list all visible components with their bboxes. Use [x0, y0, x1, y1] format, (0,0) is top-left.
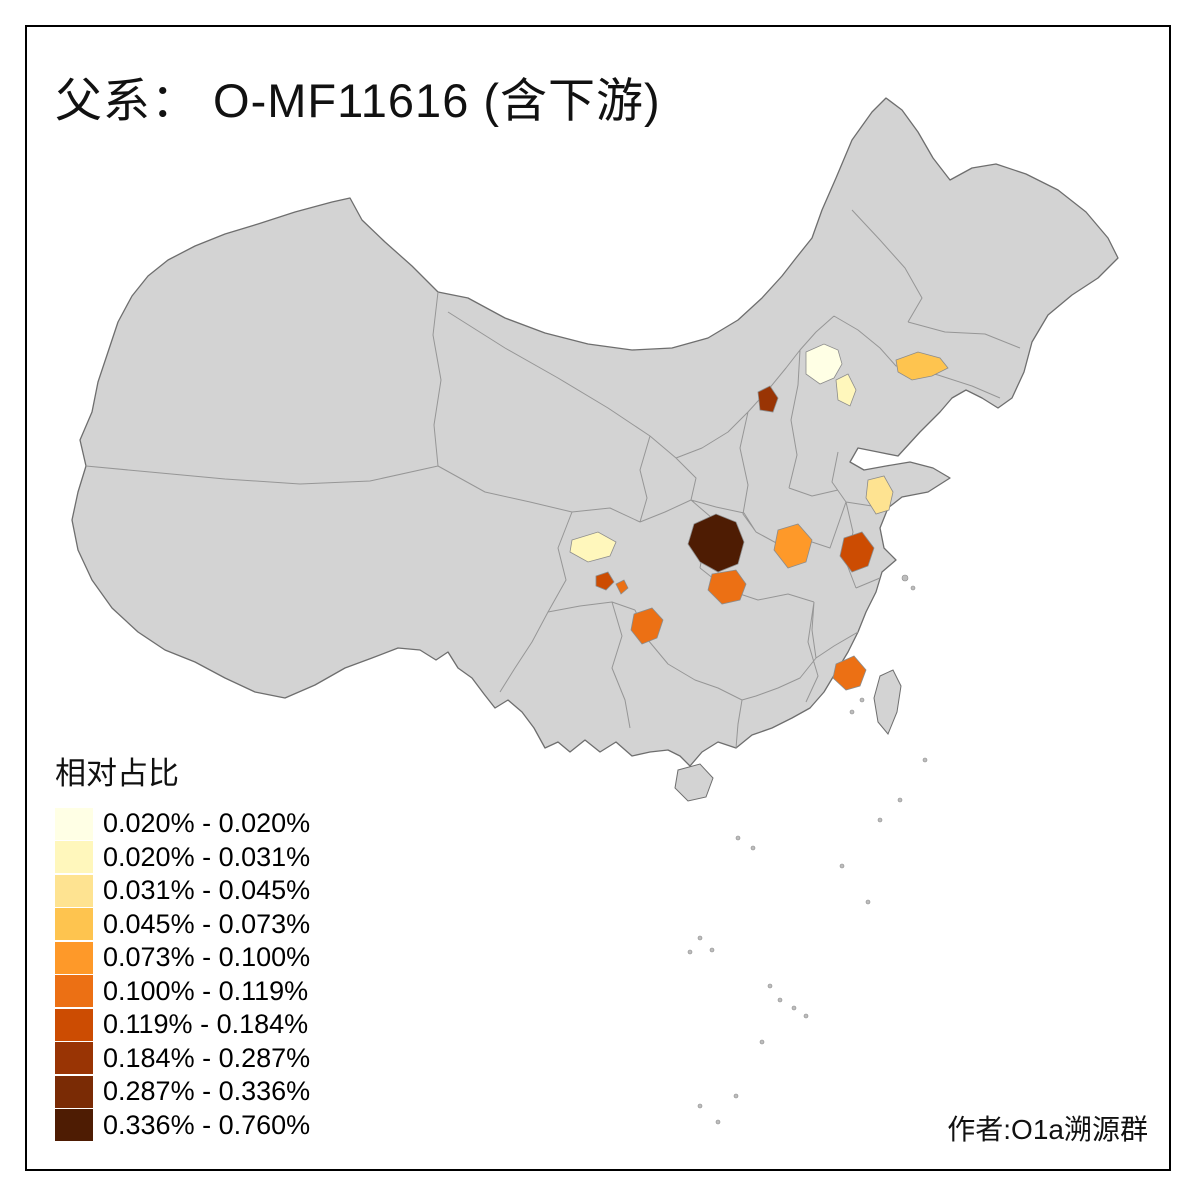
- legend-swatch: [55, 908, 93, 941]
- taiwan-island: [873, 669, 902, 735]
- region-shanxi-central: [757, 385, 779, 413]
- legend-item: 0.020% - 0.031%: [55, 841, 310, 875]
- legend-swatch: [55, 1008, 93, 1041]
- legend-swatch: [55, 841, 93, 874]
- author-credit: 作者:O1a溯源群: [947, 1114, 1148, 1145]
- legend-swatch: [55, 941, 93, 974]
- legend-item: 0.045% - 0.073%: [55, 908, 310, 942]
- hainan-island: [674, 763, 714, 802]
- legend-item: 0.031% - 0.045%: [55, 874, 310, 908]
- region-tianjin: [835, 373, 857, 407]
- region-jiangsu-central: [865, 475, 894, 515]
- region-beijing: [805, 343, 843, 385]
- region-chengdu-area: [595, 571, 615, 591]
- region-hubei-west: [687, 513, 745, 573]
- legend-label: 0.184% - 0.287%: [103, 1042, 311, 1073]
- legend-label: 0.073% - 0.100%: [103, 942, 311, 973]
- legend-swatch: [55, 1075, 93, 1108]
- highlighted-regions: [569, 343, 949, 691]
- region-liaoning-south: [895, 351, 949, 381]
- legend-label: 0.100% - 0.119%: [103, 975, 309, 1006]
- islands: [674, 574, 928, 1125]
- region-henan-south: [773, 523, 813, 569]
- legend-swatch: [55, 975, 93, 1008]
- region-anhui-central: [839, 531, 875, 573]
- map-title: 父系： O-MF11616 (含下游): [55, 74, 661, 127]
- legend-item: 0.073% - 0.100%: [55, 941, 310, 975]
- south-china-sea-islets: [687, 574, 928, 1125]
- region-fujian-coastal: [832, 655, 867, 691]
- legend-item: 0.020% - 0.020%: [55, 807, 310, 841]
- legend-label: 0.336% - 0.760%: [103, 1109, 311, 1140]
- legend-swatch: [55, 1042, 93, 1075]
- legend-label: 0.020% - 0.020%: [103, 808, 311, 839]
- legend-item: 0.287% - 0.336%: [55, 1075, 310, 1109]
- china-mainland: [71, 97, 1119, 767]
- legend-title: 相对占比: [55, 756, 179, 791]
- legend-item: 0.119% - 0.184%: [55, 1008, 310, 1042]
- legend-item: 0.336% - 0.760%: [55, 1109, 310, 1143]
- region-hubei-southwest: [707, 569, 747, 605]
- legend-label: 0.031% - 0.045%: [103, 875, 311, 906]
- legend-swatch: [55, 874, 93, 907]
- legend-swatch: [55, 1109, 93, 1142]
- legend-item: 0.184% - 0.287%: [55, 1042, 310, 1076]
- region-guizhou-central: [630, 607, 664, 645]
- legend-label: 0.119% - 0.184%: [103, 1009, 309, 1040]
- legend: 相对占比 0.020% - 0.020% 0.020% - 0.031% 0.0…: [55, 748, 310, 1142]
- legend-item: 0.100% - 0.119%: [55, 975, 310, 1009]
- region-chengdu-east: [615, 579, 629, 595]
- region-sichuan-northwest: [569, 531, 617, 563]
- legend-label: 0.045% - 0.073%: [103, 908, 311, 939]
- legend-label: 0.287% - 0.336%: [103, 1076, 311, 1107]
- legend-label: 0.020% - 0.031%: [103, 841, 311, 872]
- legend-swatch: [55, 807, 93, 840]
